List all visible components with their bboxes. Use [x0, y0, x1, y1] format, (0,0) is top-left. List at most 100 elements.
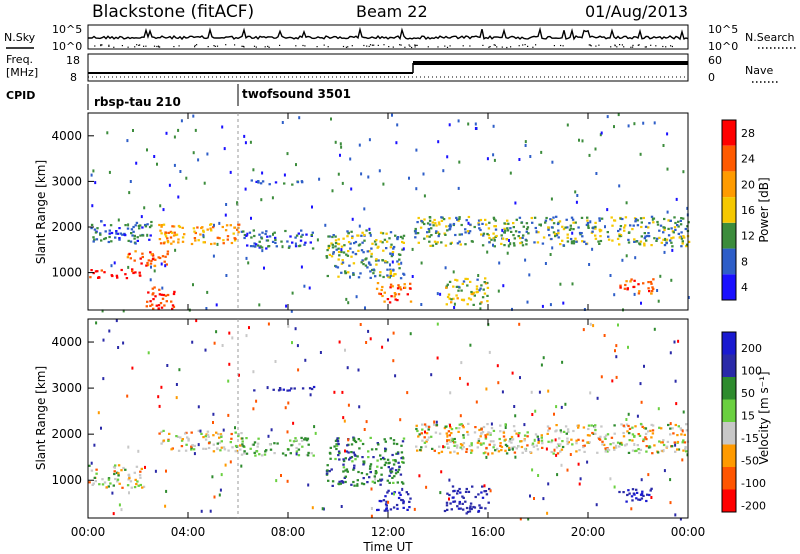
echo-cell	[558, 437, 561, 440]
echo-cell	[474, 495, 477, 499]
echo-cell	[333, 445, 336, 448]
echo-cell	[120, 268, 123, 272]
echo-cell	[513, 451, 517, 454]
echo-cell	[623, 287, 627, 290]
echo-cell	[146, 300, 149, 303]
echo-cell	[566, 236, 569, 239]
echo-cell	[183, 233, 186, 236]
echo-cell	[360, 249, 364, 252]
echo-cell	[335, 444, 339, 447]
echo-cell	[479, 218, 483, 222]
echo-cell	[639, 422, 643, 426]
echo-cell	[452, 222, 456, 226]
echo-cell	[472, 303, 475, 306]
echo-cell	[599, 435, 602, 438]
echo-cell	[396, 481, 399, 484]
echo-cell	[396, 507, 399, 510]
echo-cell	[612, 446, 616, 449]
echo-cell	[428, 235, 431, 238]
echo-cell	[342, 470, 345, 473]
echo-cell	[408, 176, 410, 180]
echo-cell	[631, 449, 635, 452]
echo-cell	[388, 481, 391, 484]
echo-cell	[622, 491, 625, 494]
echo-cell	[500, 449, 503, 452]
echo-cell	[469, 507, 472, 510]
echo-cell	[433, 218, 436, 222]
echo-cell	[357, 438, 360, 441]
echo-cell	[599, 235, 602, 238]
echo-cell	[604, 434, 608, 437]
echo-cell	[294, 236, 297, 239]
nsearch-point	[101, 44, 103, 46]
echo-cell	[517, 434, 520, 438]
echo-cell	[642, 438, 645, 441]
echo-cell	[296, 181, 300, 184]
echo-cell	[458, 502, 461, 505]
echo-cell	[476, 446, 479, 449]
echo-cell	[653, 327, 656, 331]
echo-cell	[486, 294, 489, 297]
echo-cell	[622, 424, 625, 427]
echo-cell	[360, 482, 364, 485]
echo-cell	[164, 504, 167, 508]
echo-cell	[173, 135, 176, 139]
echo-cell	[380, 466, 383, 469]
echo-cell	[624, 216, 628, 219]
echo-cell	[427, 425, 431, 429]
nsearch-point	[264, 46, 266, 48]
echo-cell	[364, 306, 366, 310]
echo-cell	[631, 426, 634, 429]
echo-cell	[212, 226, 215, 229]
echo-cell	[601, 443, 604, 446]
echo-cell	[469, 505, 472, 508]
echo-cell	[345, 450, 349, 453]
echo-cell	[448, 225, 452, 228]
echo-cell	[604, 450, 607, 453]
echo-cell	[100, 269, 103, 272]
echo-cell	[659, 274, 662, 278]
echo-cell	[295, 163, 297, 167]
echo-cell	[256, 244, 260, 247]
echo-cell	[160, 385, 163, 389]
echo-cell	[408, 500, 411, 503]
echo-cell	[297, 454, 301, 457]
echo-cell	[286, 389, 289, 392]
echo-cell	[339, 153, 341, 157]
echo-cell	[327, 244, 330, 248]
echo-cell	[497, 289, 500, 293]
echo-cell	[389, 272, 392, 275]
echo-cell	[633, 493, 636, 496]
echo-cell	[570, 216, 574, 219]
echo-cell	[353, 242, 356, 245]
nsearch-point	[415, 44, 417, 46]
x-tick-label: 00:00	[71, 525, 106, 539]
echo-cell	[561, 239, 564, 242]
echo-cell	[101, 309, 104, 313]
echo-cell	[488, 241, 491, 244]
colorbar-tick-label: 4	[741, 281, 748, 294]
echo-cell	[662, 449, 665, 453]
echo-cell	[346, 235, 349, 238]
echo-cell	[107, 477, 111, 480]
echo-cell	[598, 217, 601, 220]
echo-cell	[366, 250, 369, 253]
echo-cell	[380, 288, 383, 292]
echo-cell	[677, 232, 680, 235]
echo-cell	[346, 470, 349, 473]
echo-cell	[394, 374, 397, 378]
echo-cell	[328, 235, 331, 238]
echo-cell	[365, 341, 368, 344]
echo-cell	[658, 426, 661, 429]
echo-cell	[335, 248, 338, 251]
echo-cell	[425, 440, 428, 443]
echo-cell	[294, 327, 297, 331]
echo-cell	[200, 432, 203, 435]
echo-cell	[669, 351, 672, 355]
echo-cell	[137, 224, 141, 227]
nsearch-point	[194, 44, 196, 47]
echo-cell	[151, 258, 155, 261]
echo-cell	[392, 359, 395, 363]
echo-cell	[120, 508, 123, 512]
